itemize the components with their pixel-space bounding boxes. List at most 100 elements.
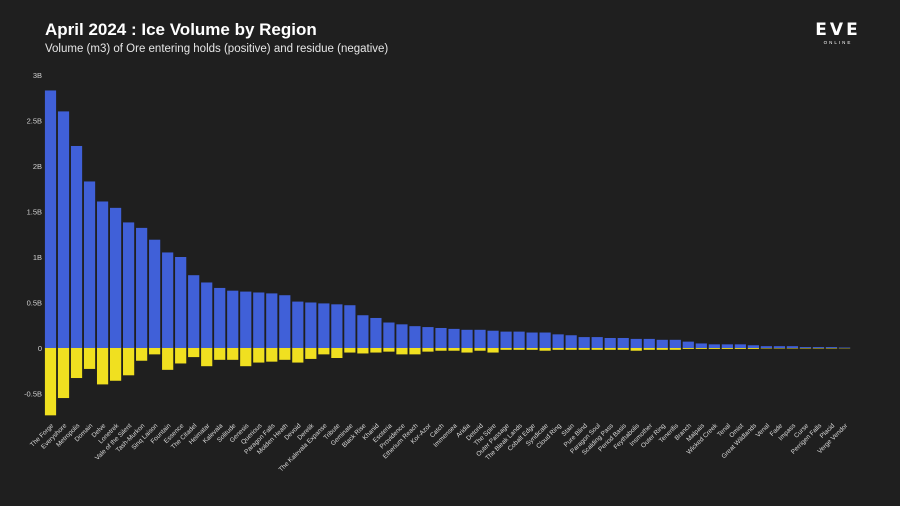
bar-positive — [370, 317, 382, 348]
bar-positive — [96, 201, 109, 348]
chart-title: April 2024 : Ice Volume by Region — [45, 20, 317, 39]
bar-positive — [70, 145, 83, 348]
bar-positive — [734, 344, 746, 348]
bar-negative — [552, 348, 564, 350]
bar-positive — [409, 326, 421, 348]
bar-positive — [357, 315, 369, 348]
y-tick-label: 3B — [33, 71, 42, 80]
logo-word: EVE — [815, 20, 861, 40]
bar-positive — [838, 347, 851, 349]
bar-negative — [344, 348, 356, 353]
bar-negative — [383, 348, 395, 352]
bar-positive — [721, 344, 733, 348]
bar-positive — [617, 337, 629, 348]
bar-negative — [422, 348, 434, 352]
bar-positive — [773, 346, 786, 348]
bar-positive — [188, 275, 200, 348]
bar-positive — [760, 346, 772, 348]
bar-positive — [162, 252, 174, 348]
y-tick-label: 0 — [38, 344, 42, 353]
bar-positive — [604, 337, 616, 348]
bar-positive — [461, 329, 473, 348]
bar-negative — [57, 348, 70, 399]
y-tick-label: 2.5B — [27, 117, 42, 126]
bar-negative — [565, 348, 577, 350]
bar-negative — [396, 348, 408, 355]
bar-positive — [292, 301, 304, 348]
bar-negative — [201, 348, 213, 367]
bar-positive — [786, 346, 799, 348]
bar-positive — [136, 227, 148, 348]
bar-negative — [708, 348, 720, 349]
eve-online-logo: EVE ONLINE — [810, 22, 866, 48]
bar-positive — [513, 331, 525, 348]
bar-positive — [630, 338, 642, 348]
bar-negative — [136, 348, 148, 361]
bar-negative — [539, 348, 551, 351]
bar-negative — [461, 348, 473, 353]
bar-negative — [591, 348, 603, 350]
bar-positive — [214, 287, 226, 348]
x-category-label: Venal — [755, 422, 772, 439]
bar-negative — [448, 348, 460, 351]
bar-positive — [695, 343, 707, 348]
bar-positive — [591, 337, 603, 348]
bar-negative — [604, 348, 616, 350]
bar-negative — [331, 348, 343, 359]
bar-negative — [669, 348, 681, 350]
bar-positive — [331, 304, 343, 348]
bar-positive — [227, 290, 239, 348]
y-tick-label: -0.5B — [24, 390, 42, 399]
bar-positive — [474, 329, 486, 348]
y-tick-label: 0.5B — [27, 299, 42, 308]
bar-negative — [578, 348, 590, 350]
bar-negative — [227, 348, 239, 360]
bar-negative — [123, 348, 135, 376]
bar-positive — [552, 334, 564, 348]
bar-positive — [123, 222, 135, 348]
bar-negative — [70, 348, 83, 379]
bar-positive — [448, 328, 460, 348]
bar-negative — [643, 348, 655, 350]
bar-positive — [812, 347, 825, 348]
bar-negative — [500, 348, 512, 350]
bar-positive — [799, 347, 812, 348]
bar-negative — [214, 348, 226, 360]
bar-positive — [344, 305, 356, 348]
bar-positive — [578, 337, 590, 348]
y-tick-label: 1B — [33, 253, 42, 262]
bar-positive — [175, 257, 187, 348]
bar-negative — [526, 348, 538, 350]
bar-negative — [630, 348, 642, 351]
bar-negative — [44, 348, 57, 416]
bar-negative — [721, 348, 733, 349]
y-tick-label: 1.5B — [27, 208, 42, 217]
bar-negative — [175, 348, 187, 364]
chart-subtitle: Volume (m3) of Ore entering holds (posit… — [45, 43, 389, 55]
bar-negative — [474, 348, 486, 351]
bar-positive — [669, 339, 681, 348]
bar-negative — [318, 348, 330, 355]
bar-positive — [201, 282, 213, 348]
bar-negative — [240, 348, 252, 367]
bar-positive — [825, 347, 838, 348]
bar-negative — [435, 348, 447, 351]
bar-negative — [370, 348, 382, 353]
bar-positive — [279, 295, 291, 348]
bar-positive — [57, 111, 70, 349]
bar-positive — [682, 341, 694, 348]
bar-negative — [513, 348, 525, 350]
bar-positive — [539, 332, 551, 348]
bar-negative — [292, 348, 304, 363]
bar-positive — [305, 302, 317, 348]
bar-positive — [253, 292, 265, 348]
bar-positive — [643, 338, 655, 348]
bar-positive — [708, 344, 720, 348]
bar-negative — [96, 348, 109, 385]
bar-positive — [396, 324, 408, 348]
bar-positive — [109, 207, 122, 348]
bar-positive — [435, 327, 447, 348]
bar-positive — [240, 291, 252, 348]
bar-positive — [318, 303, 330, 348]
bar-positive — [565, 335, 577, 348]
